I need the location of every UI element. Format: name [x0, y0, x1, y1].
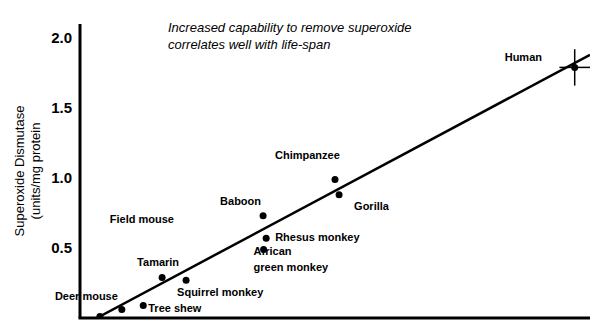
annotation-line: correlates well with life-span — [168, 37, 331, 52]
data-point — [159, 274, 166, 281]
plot-area — [96, 49, 590, 318]
x-axis — [79, 317, 591, 320]
data-point — [140, 302, 147, 309]
fit-line — [97, 55, 590, 318]
point-label: Squirrel monkey — [177, 286, 264, 298]
point-label-line: African — [254, 245, 292, 257]
data-point — [183, 277, 190, 284]
point-label-line: green monkey — [254, 261, 329, 273]
point-label: African green monkey — [254, 245, 329, 273]
y-axis-label-line: Superoxide Dismutase — [12, 106, 27, 237]
chart: 0.5 1.0 1.5 2.0 Superoxide Dismutase(units/m… — [0, 0, 600, 334]
point-label: Tree shew — [148, 302, 202, 314]
y-tick-label: 1.5 — [51, 99, 72, 116]
point-label: Tamarin — [137, 256, 179, 268]
y-axis-label: Superoxide Dismutase(units/mg protein — [12, 106, 43, 237]
data-point — [336, 191, 343, 198]
point-label: Field mouse — [110, 213, 174, 225]
y-tick-label: 0.5 — [51, 239, 72, 256]
annotation-line: Increased capability to remove superoxid… — [168, 20, 412, 35]
point-label: Rhesus monkey — [275, 231, 360, 243]
y-tick-label: 2.0 — [51, 29, 72, 46]
point-label: Human — [505, 51, 543, 63]
y-axis-label-line: (units/mg protein — [28, 123, 43, 220]
point-labels: Deer mouse Field mouse Tree shew Tamarin Squ… — [55, 51, 542, 314]
y-axis — [79, 24, 82, 318]
data-point — [260, 212, 267, 219]
data-point — [263, 235, 270, 242]
annotation: Increased capability to remove superoxid… — [168, 20, 412, 52]
y-tick-label: 1.0 — [51, 169, 72, 186]
point-label: Baboon — [220, 195, 261, 207]
point-label: Gorilla — [354, 200, 390, 212]
point-label: Deer mouse — [55, 290, 118, 302]
data-point — [332, 176, 339, 183]
point-label: Chimpanzee — [275, 149, 340, 161]
